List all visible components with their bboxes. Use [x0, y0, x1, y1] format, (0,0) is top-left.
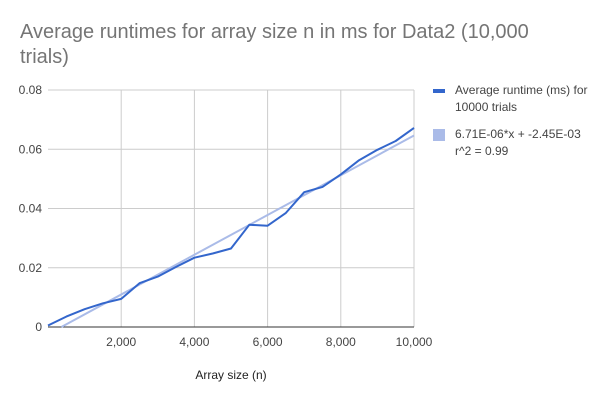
- tick-labels: 0 0.02 0.04 0.06 0.08 2,000 4,000 6,000 8,000 10,…: [19, 83, 433, 349]
- y-tick-label: 0.04: [19, 202, 43, 216]
- y-tick-label: 0: [35, 320, 42, 334]
- legend-swatch-runtime: [433, 89, 445, 93]
- series-line-runtime: [47, 127, 415, 327]
- legend-label-trendline: 6.71E-06*x + -2.45E-03 r^2 = 0.99: [455, 127, 581, 158]
- gridlines: [48, 89, 415, 327]
- legend-label-runtime: Average runtime (ms) for 10000 trials: [455, 83, 588, 114]
- legend-swatch-trendline: [433, 129, 445, 141]
- x-tick-label: 4,000: [179, 335, 209, 349]
- x-axis-title: Array size (n): [195, 368, 267, 382]
- y-tick-label: 0.06: [19, 142, 43, 156]
- x-tick-label: 8,000: [326, 335, 356, 349]
- x-tick-label: 6,000: [253, 335, 283, 349]
- legend-item-runtime: Average runtime (ms) for 10000 trials: [433, 82, 598, 116]
- legend-item-trendline: 6.71E-06*x + -2.45E-03 r^2 = 0.99: [433, 126, 598, 160]
- chart-title: Average runtimes for array size n in ms …: [20, 21, 529, 68]
- x-tick-label: 10,000: [396, 335, 433, 349]
- y-tick-label: 0.08: [19, 83, 43, 97]
- y-tick-label: 0.02: [19, 261, 43, 275]
- x-tick-label: 2,000: [106, 335, 136, 349]
- legend: Average runtime (ms) for 10000 trials 6.…: [433, 82, 598, 170]
- series-lines: [47, 127, 415, 328]
- trendline: [60, 134, 415, 328]
